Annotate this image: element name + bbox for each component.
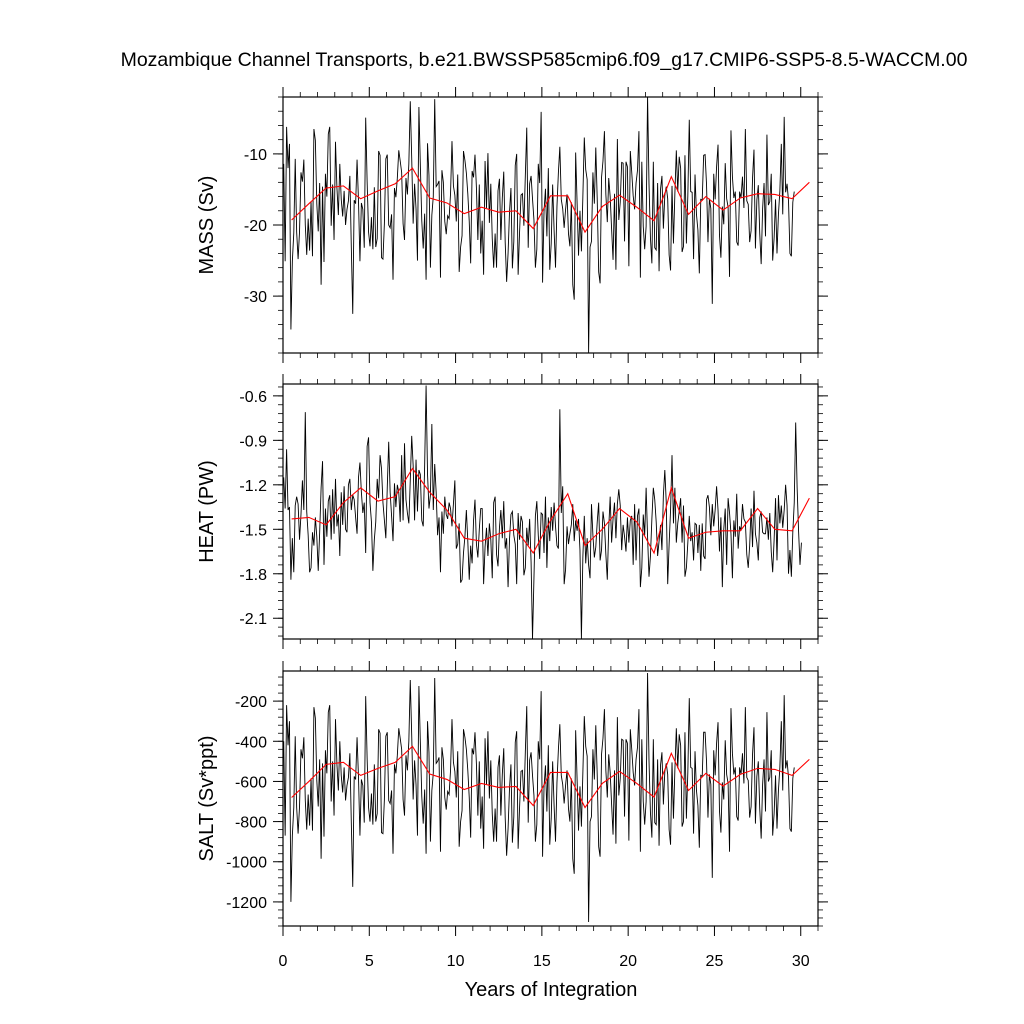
x-tick-label: 15 [533, 953, 551, 970]
y-tick-label: -0.6 [239, 389, 267, 406]
y-tick-label: -0.9 [239, 433, 267, 450]
monthly-series-line [283, 673, 795, 922]
x-tick-label: 30 [792, 953, 810, 970]
y-tick-label: -200 [235, 694, 267, 711]
y-tick-label: -1.5 [239, 522, 267, 539]
monthly-series-line [283, 385, 802, 639]
y-tick-label: -20 [244, 218, 267, 235]
x-axis-label: Years of Integration [465, 979, 638, 1001]
x-tick-label: 20 [619, 953, 637, 970]
annual-mean-line [291, 745, 810, 809]
annual-mean-line [291, 467, 810, 555]
y-axis-label: MASS (Sv) [196, 176, 218, 275]
annual-mean-line [291, 167, 810, 234]
y-tick-label: -10 [244, 147, 267, 164]
y-tick-label: -600 [235, 774, 267, 791]
panels: -10 -20 -30 MASS (Sv) -0.6 -0.9 -1.2 -1.5 -1.8 -2… [196, 87, 828, 970]
y-tick-label: -400 [235, 734, 267, 751]
x-tick-label: 0 [279, 953, 288, 970]
panel-3: -200 -400 -600 -800 -1000 -1200 0 5 10 15 20 25 30 SA… [196, 661, 828, 970]
panel-2: -0.6 -0.9 -1.2 -1.5 -1.8 -2.1 HEAT (PW) [196, 374, 828, 649]
plot-frame [282, 670, 819, 927]
y-tick-label: -1.8 [239, 567, 267, 584]
x-tick-label: 25 [706, 953, 724, 970]
y-axis-label: HEAT (PW) [196, 460, 218, 563]
chart-title: Mozambique Channel Transports, b.e21.BWS… [121, 49, 968, 71]
x-tick-label: 10 [447, 953, 465, 970]
y-tick-label: -2.1 [239, 611, 267, 628]
y-tick-label: -1.2 [239, 478, 267, 495]
y-axis-label: SALT (Sv*ppt) [196, 736, 218, 862]
y-tick-label: -30 [244, 289, 267, 306]
y-tick-label: -1200 [226, 895, 267, 912]
x-tick-label: 5 [365, 953, 374, 970]
panel-1: -10 -20 -30 MASS (Sv) [196, 87, 828, 363]
monthly-series-line [283, 97, 795, 353]
y-tick-label: -1000 [226, 855, 267, 872]
y-tick-label: -800 [235, 815, 267, 832]
